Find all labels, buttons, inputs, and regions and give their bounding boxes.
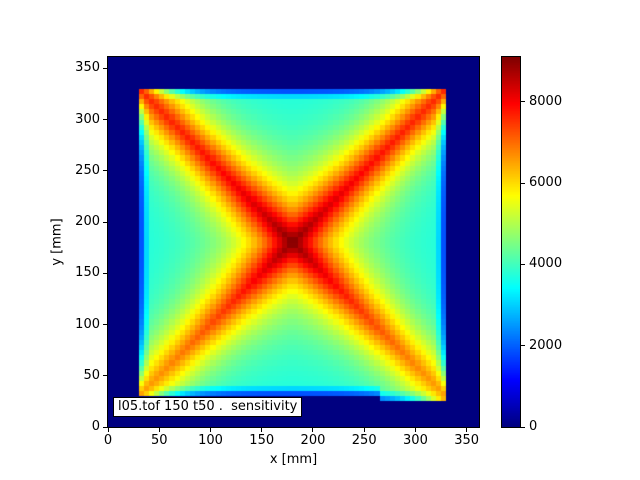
colorbar-tick-mark — [521, 426, 525, 428]
colorbar-tick-mark — [521, 263, 525, 265]
y-tick-label: 150 — [75, 265, 100, 281]
x-tick-mark — [107, 428, 109, 432]
y-tick-mark — [103, 119, 107, 121]
y-tick-label: 300 — [75, 111, 100, 127]
y-tick-label: 250 — [75, 162, 100, 178]
colorbar-tick-mark — [521, 101, 525, 103]
heatmap-canvas — [108, 57, 479, 427]
y-tick-mark — [103, 324, 107, 325]
x-tick-label: 50 — [150, 433, 168, 448]
colorbar-tick-label: 8000 — [529, 93, 563, 109]
y-tick-mark — [103, 170, 107, 172]
y-tick-mark — [103, 272, 107, 274]
colorbar-tick-label: 2000 — [529, 337, 563, 353]
y-tick-label: 50 — [83, 367, 100, 383]
x-axis-label: x [mm] — [269, 452, 318, 467]
colorbar-tick-mark — [521, 345, 525, 347]
y-tick-mark — [103, 221, 107, 223]
x-tick-mark — [312, 428, 314, 432]
y-axis-label: y [mm] — [49, 218, 65, 266]
y-tick-label: 350 — [75, 60, 100, 76]
colorbar-tick-label: 0 — [529, 419, 538, 434]
x-tick-label: 200 — [300, 433, 326, 448]
colorbar-tick-mark — [521, 182, 525, 184]
colorbar-tick-label: 4000 — [529, 256, 563, 272]
colorbar-canvas — [502, 57, 520, 427]
x-tick-mark — [261, 428, 263, 432]
y-tick-mark — [103, 426, 107, 428]
y-tick-mark — [103, 375, 107, 377]
x-tick-label: 350 — [454, 433, 480, 448]
annotation-box: l05.tof 150 t50 . sensitivity — [113, 397, 303, 417]
x-tick-mark — [158, 428, 160, 432]
y-tick-label: 200 — [75, 214, 100, 229]
colorbar-tick-label: 6000 — [529, 175, 563, 191]
y-tick-label: 100 — [75, 316, 100, 332]
x-tick-mark — [209, 428, 211, 432]
x-tick-mark — [363, 428, 365, 432]
x-tick-label: 0 — [103, 433, 113, 448]
y-tick-mark — [103, 67, 107, 69]
x-tick-label: 150 — [249, 433, 275, 448]
plot-area — [107, 56, 480, 428]
x-tick-label: 300 — [403, 433, 428, 448]
y-tick-label: 0 — [91, 419, 100, 434]
x-tick-mark — [466, 428, 468, 432]
x-tick-label: 100 — [198, 433, 223, 448]
x-tick-label: 250 — [351, 433, 377, 448]
x-tick-mark — [414, 428, 416, 432]
colorbar — [501, 56, 521, 428]
